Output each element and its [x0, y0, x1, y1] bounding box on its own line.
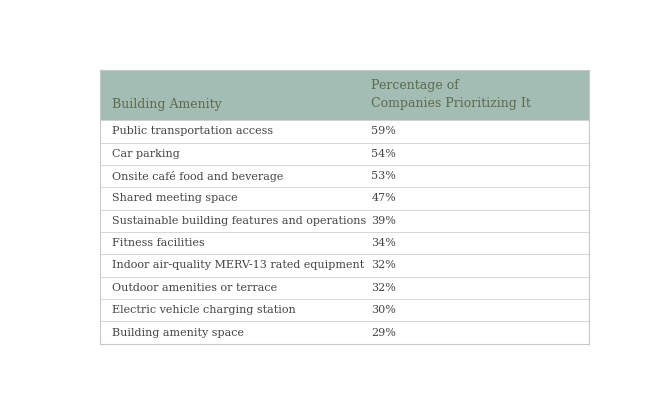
Text: Indoor air-quality MERV-13 rated equipment: Indoor air-quality MERV-13 rated equipme… — [112, 260, 364, 270]
Text: Onsite café food and beverage: Onsite café food and beverage — [112, 171, 283, 182]
Text: 32%: 32% — [372, 260, 396, 270]
Text: 30%: 30% — [372, 305, 396, 315]
Text: 39%: 39% — [372, 216, 396, 226]
Text: Outdoor amenities or terrace: Outdoor amenities or terrace — [112, 283, 277, 293]
Text: 59%: 59% — [372, 126, 396, 136]
Text: Percentage of
Companies Prioritizing It: Percentage of Companies Prioritizing It — [372, 80, 531, 110]
Text: 47%: 47% — [372, 194, 396, 204]
Text: Building Amenity: Building Amenity — [112, 98, 222, 111]
Text: 54%: 54% — [372, 149, 396, 159]
Text: Shared meeting space: Shared meeting space — [112, 194, 237, 204]
Bar — [99, 299, 589, 321]
Text: Sustainable building features and operations: Sustainable building features and operat… — [112, 216, 366, 226]
Text: 34%: 34% — [372, 238, 396, 248]
Text: Building amenity space: Building amenity space — [112, 328, 244, 338]
Bar — [99, 120, 589, 143]
Bar — [99, 254, 589, 277]
Bar — [99, 321, 589, 344]
Bar — [99, 165, 589, 187]
Text: Electric vehicle charging station: Electric vehicle charging station — [112, 305, 296, 315]
Bar — [99, 143, 589, 165]
Text: Fitness facilities: Fitness facilities — [112, 238, 204, 248]
Text: Car parking: Car parking — [112, 149, 179, 159]
Bar — [99, 210, 589, 232]
Bar — [99, 277, 589, 299]
Text: 53%: 53% — [372, 171, 396, 181]
Text: 29%: 29% — [372, 328, 396, 338]
Bar — [99, 70, 589, 120]
Text: Public transportation access: Public transportation access — [112, 126, 273, 136]
Bar — [99, 232, 589, 254]
Bar — [99, 187, 589, 210]
Text: 32%: 32% — [372, 283, 396, 293]
